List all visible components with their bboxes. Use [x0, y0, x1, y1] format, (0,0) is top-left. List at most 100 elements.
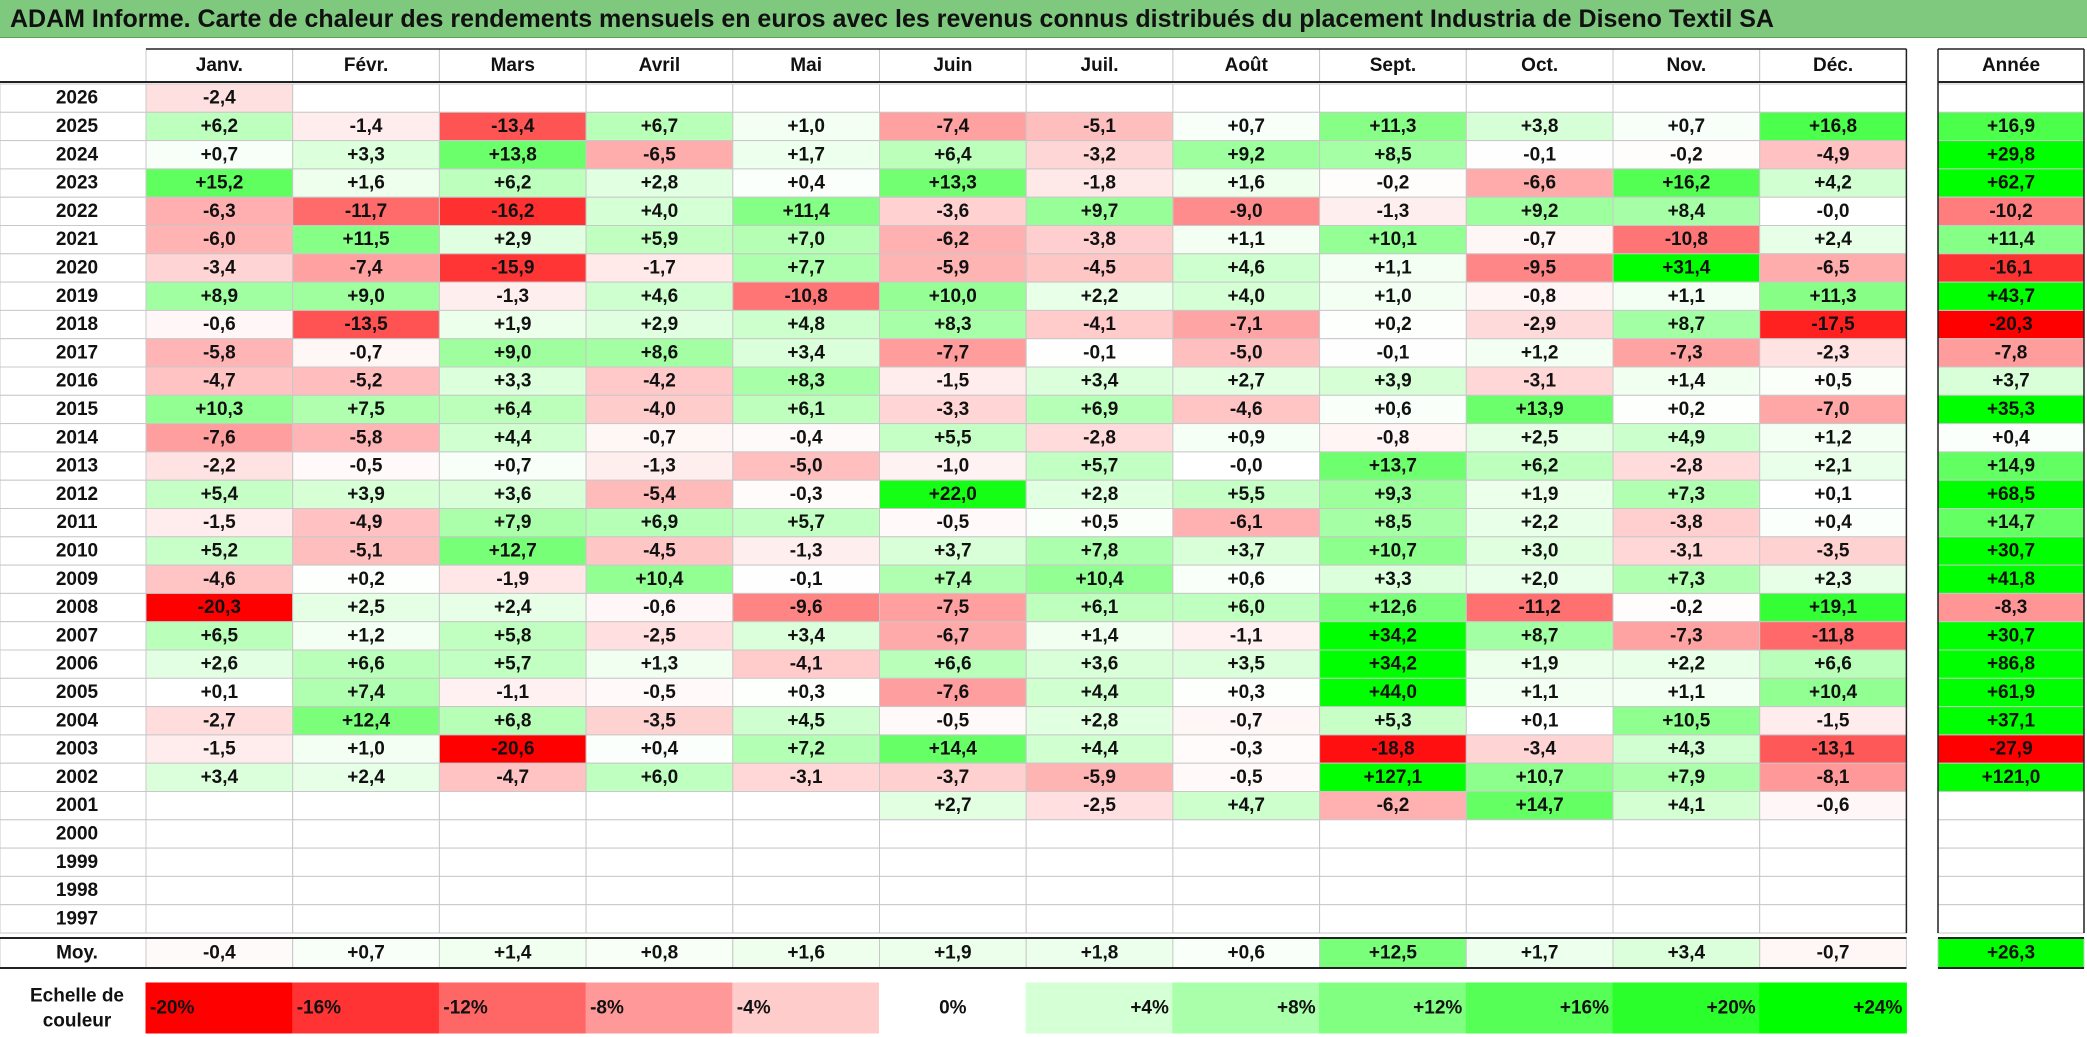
heatmap-cell: [438, 875, 587, 906]
heatmap-cell-value: -3,1: [1523, 371, 1556, 392]
heatmap-cell-value: +2,0: [1521, 569, 1559, 590]
heatmap-cell-value: -4,5: [643, 540, 676, 561]
heatmap-cell-value: -17,5: [1811, 314, 1855, 335]
heatmap-cell-value: +0,1: [1521, 710, 1559, 731]
heatmap-cell: [438, 423, 587, 453]
heatmap-cell-value: -6,6: [1523, 173, 1556, 194]
heatmap-cell: [879, 168, 1027, 198]
heatmap-cell-value: +6,1: [1081, 597, 1119, 618]
heatmap-cell-value: +5,4: [201, 484, 239, 505]
year-label: 2005: [56, 682, 99, 703]
heatmap-cell-value: +1,1: [1227, 229, 1265, 250]
heatmap-cell: [1759, 366, 1907, 396]
heatmap-cell-value: -20,3: [198, 597, 241, 618]
heatmap-cell-value: +1,0: [1374, 286, 1412, 307]
heatmap-cell-value: +0,2: [347, 569, 385, 590]
heatmap-cell-value: -2,5: [643, 625, 676, 646]
heatmap-cell: [1319, 564, 1467, 594]
heatmap-cell-value: -1,3: [496, 286, 529, 307]
heatmap-cell: [879, 196, 1027, 226]
heatmap-cell: [585, 479, 734, 510]
heatmap-cell: [1759, 847, 1907, 877]
heatmap-cell-value: +13,9: [1516, 399, 1564, 420]
month-header-cell: [1465, 48, 1614, 83]
heatmap-cell: [1319, 847, 1467, 877]
heatmap-cell-value: -9,5: [1523, 257, 1556, 278]
heatmap-cell: [732, 564, 880, 594]
heatmap-cell-value: -5,1: [350, 540, 383, 561]
heatmap-cell: [1465, 904, 1614, 934]
year-label: 2024: [56, 144, 99, 165]
heatmap-cell: [732, 904, 880, 934]
heatmap-cell: [1172, 847, 1321, 877]
heatmap-cell-value: +1,0: [347, 739, 385, 760]
heatmap-cell: [1759, 338, 1907, 368]
heatmap-cell-value: -3,8: [1083, 229, 1116, 250]
heatmap-cell: [438, 706, 587, 736]
heatmap-cell: [879, 366, 1027, 396]
heatmap-cell: [879, 423, 1027, 453]
heatmap-cell: [1465, 706, 1614, 736]
heatmap-cell: [1465, 309, 1614, 340]
heatmap-cell: [585, 564, 734, 594]
heatmap-cell: [1319, 168, 1467, 198]
heatmap-cell: [1465, 536, 1614, 566]
heatmap-cell-value: +10,1: [1369, 229, 1418, 250]
heatmap-cell-value: -0,7: [1523, 229, 1556, 250]
annual-cell-value: +30,7: [1987, 625, 2035, 646]
annual-cell: [1937, 451, 2085, 481]
month-header-cell: [292, 48, 440, 83]
heatmap-cell: [732, 366, 880, 396]
heatmap-cell-value: +4,8: [787, 314, 825, 335]
heatmap-cell: [145, 621, 294, 651]
heatmap-cell-value: -3,5: [643, 710, 676, 731]
heatmap-cell: [732, 734, 880, 764]
heatmap-cell-value: -5,4: [643, 484, 676, 505]
heatmap-cell-value: +44,0: [1369, 682, 1417, 703]
heatmap-cell: [1465, 791, 1614, 821]
heatmap-cell: [1759, 706, 1907, 736]
color-scale-swatch: [585, 982, 734, 1034]
heatmap-cell-value: +8,9: [201, 286, 239, 307]
heatmap-cell: [1759, 479, 1907, 510]
heatmap-cell-value: +5,2: [201, 540, 239, 561]
heatmap-cell-value: +6,2: [201, 116, 239, 137]
heatmap-cell: [1465, 649, 1614, 679]
heatmap-cell-value: -5,8: [350, 427, 383, 448]
heatmap-cell: [1759, 621, 1907, 651]
heatmap-cell-value: -4,7: [203, 371, 236, 392]
heatmap-cell: [585, 83, 734, 113]
heatmap-cell-value: -4,1: [1083, 314, 1116, 335]
heatmap-cell: [1759, 423, 1907, 453]
heatmap-cell-value: +6,7: [641, 116, 679, 137]
heatmap-cell-value: +3,3: [494, 371, 532, 392]
heatmap-cell-value: -6,2: [936, 229, 969, 250]
annual-cell-value: -8,3: [1995, 597, 2028, 618]
heatmap-cell-value: +5,5: [1227, 484, 1265, 505]
heatmap-cell-value: -3,4: [203, 257, 236, 278]
heatmap-cell: [1612, 677, 1761, 708]
heatmap-cell-value: -13,5: [344, 314, 388, 335]
heatmap-cell: [145, 83, 294, 113]
heatmap-cell-value: +2,5: [347, 597, 385, 618]
heatmap-cell: [1025, 366, 1174, 396]
heatmap-cell-value: +14,4: [929, 739, 978, 760]
heatmap-cell-value: -2,8: [1083, 427, 1116, 448]
annual-cell: [1937, 536, 2085, 566]
heatmap-cell-value: +3,9: [347, 484, 385, 505]
annual-cell-value: +30,7: [1987, 540, 2035, 561]
month-header-label: Mars: [491, 55, 535, 76]
heatmap-cell-value: -8,1: [1817, 767, 1850, 788]
heatmap-cell-value: +6,4: [494, 399, 532, 420]
heatmap-cell-value: -2,8: [1670, 456, 1703, 477]
heatmap-cell: [145, 394, 294, 425]
heatmap-cell-value: +2,4: [494, 597, 532, 618]
heatmap-cell: [1172, 564, 1321, 594]
year-label: 1998: [56, 880, 98, 901]
month-header-label: Oct.: [1521, 55, 1558, 76]
heatmap-cell: [879, 762, 1027, 793]
heatmap-cell: [585, 253, 734, 283]
heatmap-cell: [879, 281, 1027, 311]
heatmap-cell-value: +4,4: [1081, 682, 1119, 703]
heatmap-cell: [145, 536, 294, 566]
